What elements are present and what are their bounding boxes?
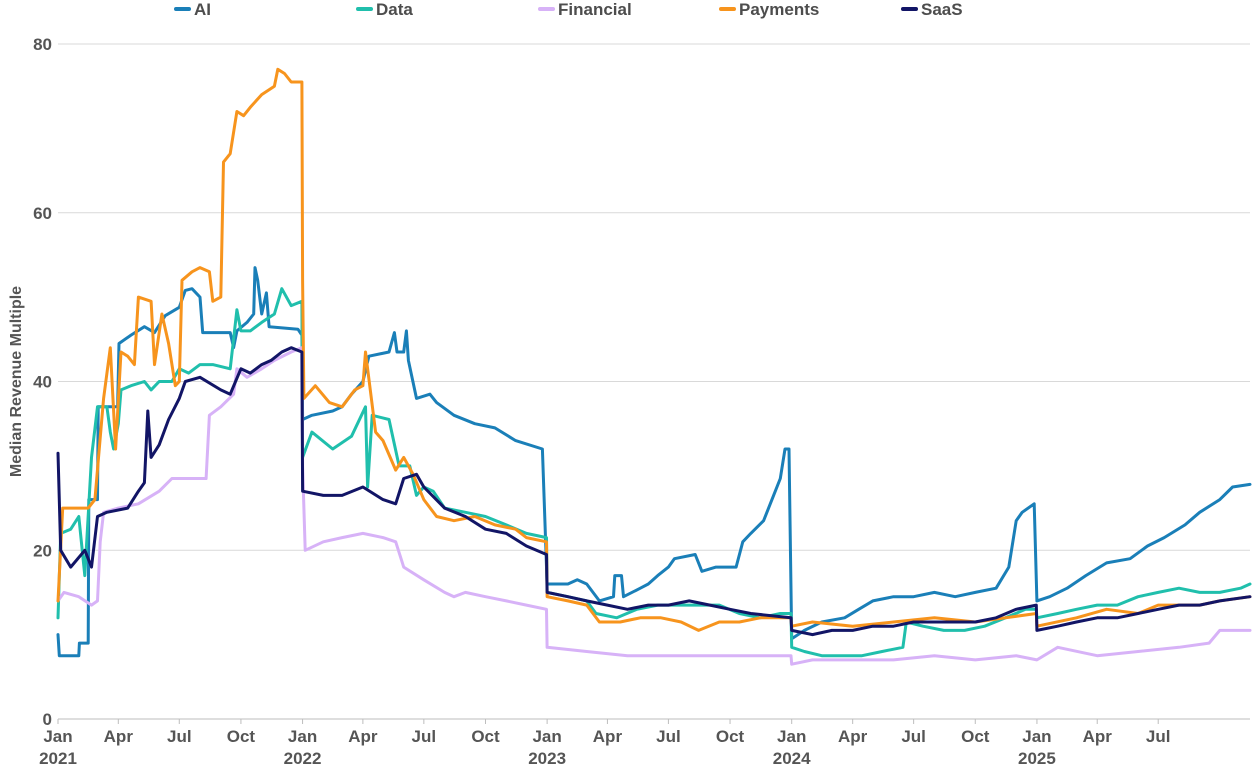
x-tick-label: Oct [961, 727, 990, 746]
x-tick-label: Oct [227, 727, 256, 746]
x-tick-label: Jan [288, 727, 317, 746]
legend-label: SaaS [921, 0, 963, 19]
x-tick-label: Apr [348, 727, 378, 746]
series-line-financial [56, 346, 1252, 666]
axes: 0 20 40 60 80 Jan 2021 Apr Jul Oct Jan 2022 Apr Jul Oc… [33, 35, 1250, 768]
x-tick-label: Apr [593, 727, 623, 746]
legend-item-data[interactable]: Data [356, 0, 413, 19]
legend-label: Data [376, 0, 413, 19]
x-tick-label: Jul [901, 727, 926, 746]
x-tick-label: Jan [43, 727, 72, 746]
y-axis-title: Median Revenue Multiple [8, 286, 25, 477]
x-tick-label: Apr [104, 727, 134, 746]
legend-label: AI [194, 0, 211, 19]
x-tick-year-label: 2025 [1018, 749, 1056, 768]
x-tick-year-label: 2022 [284, 749, 322, 768]
x-tick-label: Jul [412, 727, 437, 746]
x-tick-year-label: 2021 [39, 749, 77, 768]
series-line-saas [56, 346, 1252, 637]
y-tick-label: 20 [33, 541, 52, 560]
x-tick-label: Oct [716, 727, 745, 746]
series-line-payments [56, 67, 1252, 632]
legend: AI Data Financial Payments SaaS [174, 0, 963, 19]
series-line-data [56, 287, 1252, 658]
y-tick-label: 0 [43, 710, 52, 729]
x-tick-label: Apr [1083, 727, 1113, 746]
x-tick-label: Jul [167, 727, 192, 746]
x-tick-label: Jan [532, 727, 561, 746]
series-line-ai [56, 266, 1252, 658]
legend-item-payments[interactable]: Payments [719, 0, 819, 19]
legend-item-ai[interactable]: AI [174, 0, 211, 19]
x-tick-label: Jul [1146, 727, 1171, 746]
x-tick-label: Jan [777, 727, 806, 746]
legend-label: Payments [739, 0, 819, 19]
x-tick-year-label: 2024 [773, 749, 811, 768]
legend-item-saas[interactable]: SaaS [901, 0, 963, 19]
y-tick-label: 60 [33, 204, 52, 223]
legend-item-financial[interactable]: Financial [538, 0, 632, 19]
x-tick-label: Jul [656, 727, 681, 746]
y-tick-label: 40 [33, 373, 52, 392]
x-tick-label: Oct [471, 727, 500, 746]
legend-label: Financial [558, 0, 632, 19]
x-tick-label: Jan [1022, 727, 1051, 746]
x-tick-year-label: 2023 [528, 749, 566, 768]
series-lines [56, 67, 1252, 666]
y-tick-label: 80 [33, 35, 52, 54]
x-tick-label: Apr [838, 727, 868, 746]
